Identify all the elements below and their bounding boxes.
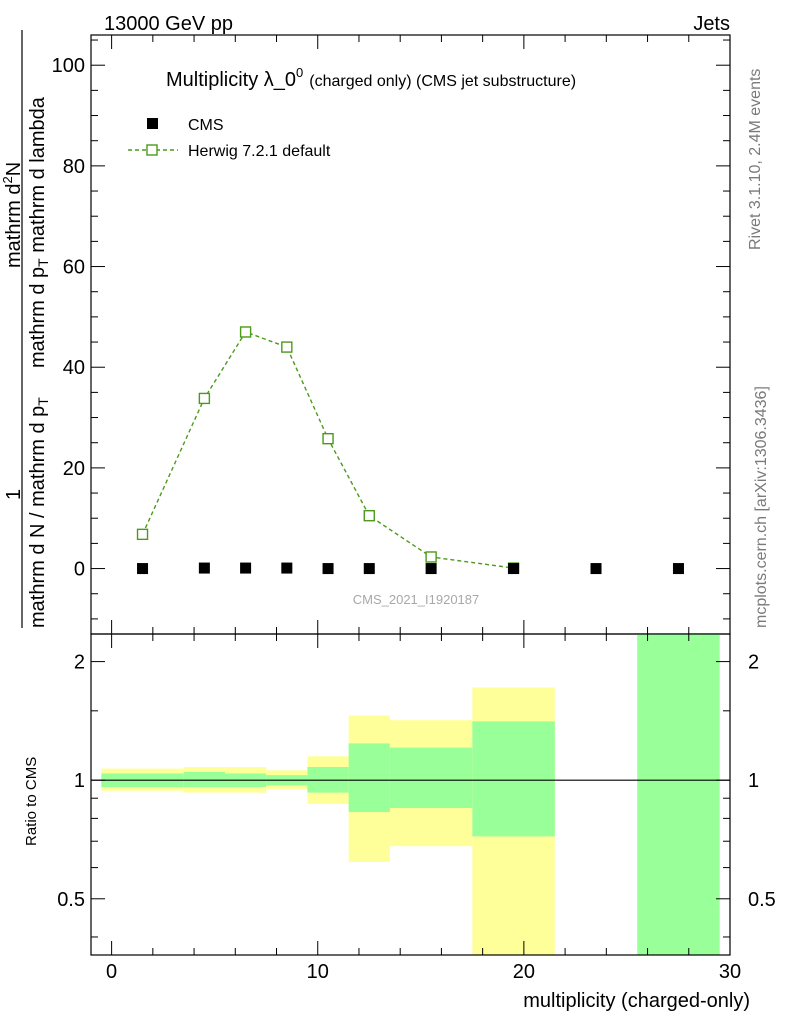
- cms-data-point: [322, 563, 334, 575]
- main-y-tick-label: 100: [52, 55, 85, 77]
- herwig-data-point: [239, 326, 252, 338]
- main-y-axis-title: 1 mathrm d N / mathrm d pT mathrm d2N ma…: [0, 30, 51, 628]
- main-plot-frame: [90, 34, 731, 635]
- side-label-mcplots: mcplots.cern.ch [arXiv:1306.3436]: [753, 386, 770, 628]
- legend-herwig-label: Herwig 7.2.1 default: [188, 143, 331, 160]
- side-label-rivet: Rivet 3.1.10, 2.4M events: [747, 69, 764, 250]
- cms-data-point: [363, 563, 375, 575]
- herwig-data-point: [322, 432, 334, 445]
- y-title-denominator: mathrm d N / mathrm d pT: [27, 397, 51, 628]
- cms-data-point: [137, 563, 149, 575]
- ratio-y-tick-label-right: 2: [748, 652, 759, 674]
- ratio-y-tick-label: 1: [74, 770, 85, 792]
- analysis-watermark: CMS_2021_I1920187: [353, 592, 480, 607]
- x-tick-label: 0: [106, 961, 117, 983]
- x-tick-label: 20: [513, 961, 535, 983]
- ratio-plot-panel: 0.5 0.51 12 20 10 20 30: [57, 633, 776, 983]
- cms-data-point: [240, 562, 252, 574]
- herwig-series-line: [141, 331, 514, 569]
- ratio-y-axis-title: Ratio to CMS: [23, 757, 40, 846]
- header-right-label: Jets: [693, 13, 730, 35]
- legend-cms-marker: [147, 118, 158, 129]
- ratio-inner-band: [348, 743, 390, 813]
- main-y-tick-label: 80: [63, 156, 85, 178]
- main-y-tick-label: 20: [63, 458, 85, 480]
- cms-data-point: [281, 562, 293, 574]
- ratio-inner-band: [389, 747, 473, 809]
- main-y-tick-label: 40: [63, 357, 85, 379]
- main-plot-panel: 0 20 40 60 80 100 Multiplicity λ_00(charged o…: [52, 34, 731, 635]
- x-axis-title: multiplicity (charged-only): [523, 990, 750, 1012]
- legend-herwig-marker: [146, 144, 158, 156]
- legend: CMS Herwig 7.2.1 default: [128, 117, 331, 160]
- cms-data-point: [198, 562, 210, 574]
- ratio-y-tick-label-right: 1: [748, 770, 759, 792]
- ratio-inner-band: [472, 721, 555, 837]
- ratio-y-tick-label-right: 0.5: [748, 889, 776, 911]
- header-left-label: 13000 GeV pp: [104, 13, 233, 35]
- x-tick-label: 10: [307, 961, 329, 983]
- ratio-y-tick-label: 0.5: [57, 889, 85, 911]
- y-title-numerator: 1: [3, 489, 25, 500]
- ratio-inner-band: [183, 771, 225, 788]
- herwig-data-point: [198, 392, 211, 405]
- y-title-numerator2: mathrm d2N: [0, 162, 25, 268]
- herwig-data-point: [363, 510, 375, 522]
- legend-cms-label: CMS: [188, 117, 224, 134]
- cms-data-point: [425, 563, 437, 575]
- cms-data-point: [590, 563, 602, 575]
- y-title-denominator2: mathrm d pT mathrm d lambda: [27, 96, 51, 368]
- ratio-inner-band: [637, 634, 720, 955]
- ratio-plot-frame: [90, 633, 731, 956]
- herwig-data-point: [425, 551, 437, 563]
- x-tick-label: 30: [719, 961, 741, 983]
- main-y-tick-label: 0: [74, 559, 85, 581]
- ratio-y-tick-label: 2: [74, 652, 85, 674]
- cms-data-point: [672, 563, 684, 575]
- main-y-tick-label: 60: [63, 257, 85, 279]
- cms-data-point: [508, 563, 520, 575]
- herwig-data-point: [281, 341, 293, 353]
- plot-title: Multiplicity λ_00(charged only) (CMS jet…: [166, 65, 576, 91]
- herwig-data-point: [136, 528, 149, 541]
